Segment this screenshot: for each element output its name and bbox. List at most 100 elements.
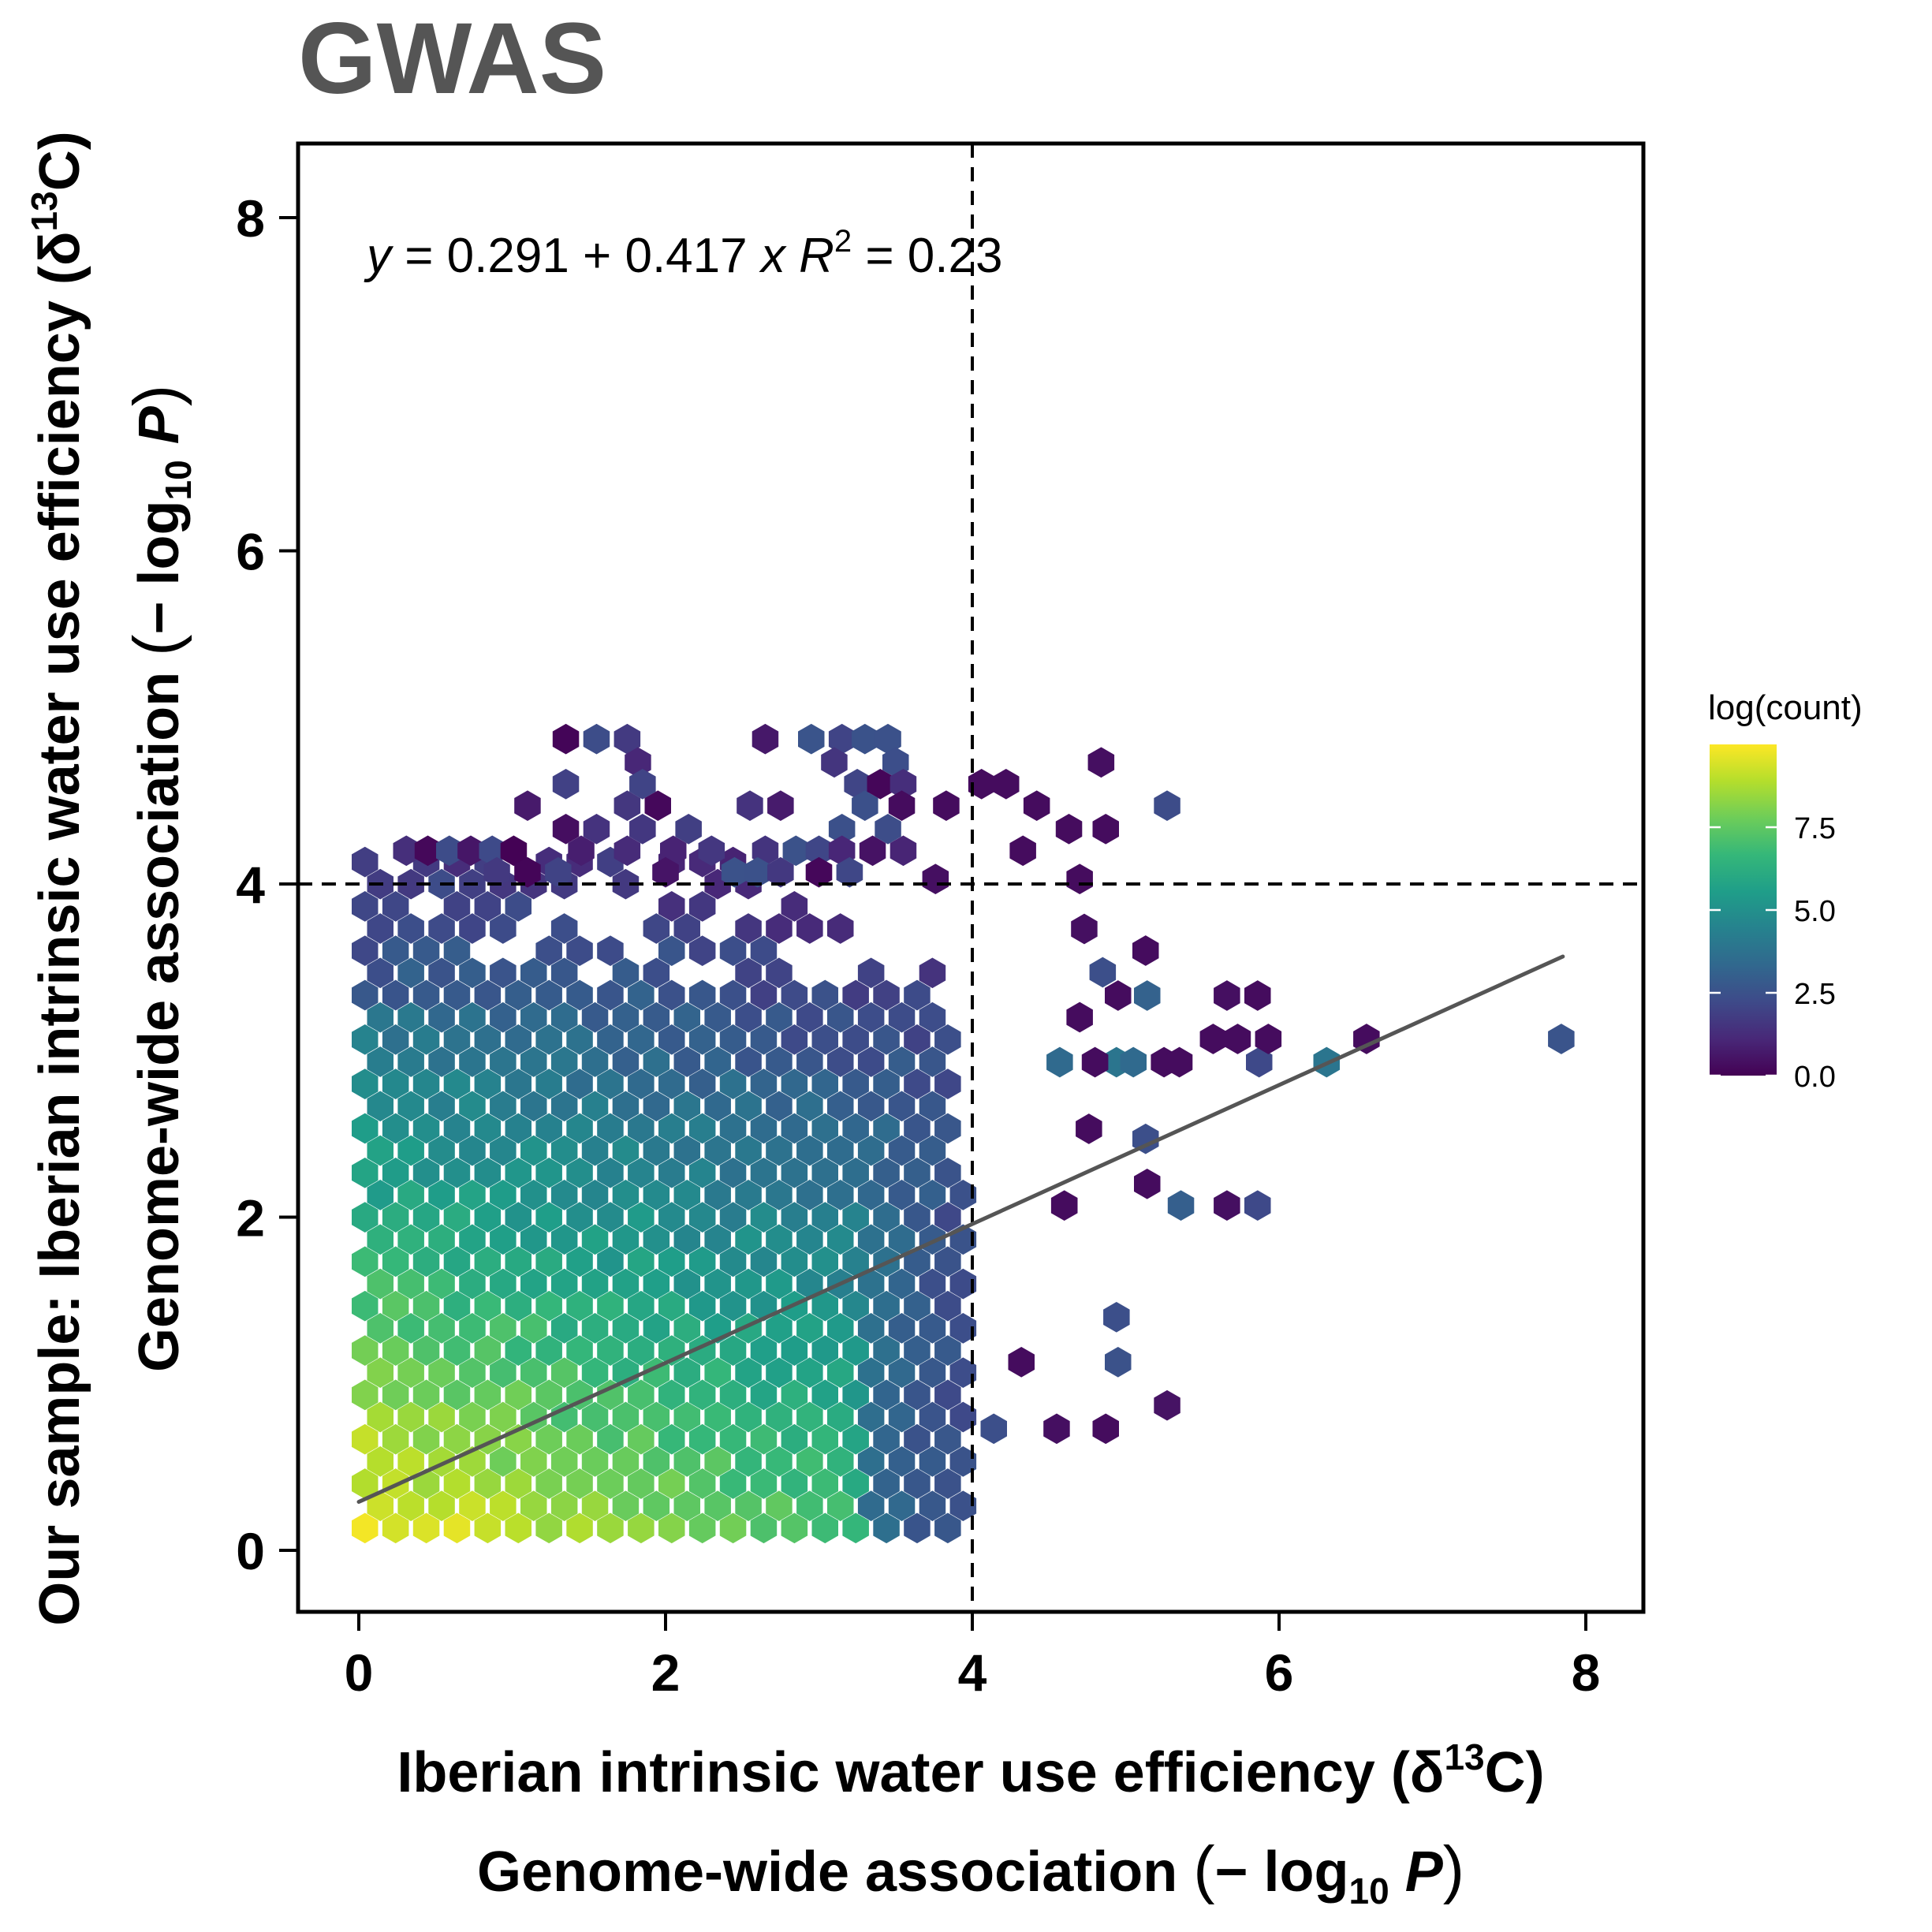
- hex-bin: [505, 1113, 531, 1144]
- hex-bin: [644, 790, 671, 822]
- hex-bin: [873, 1113, 900, 1144]
- hex-bin: [827, 1490, 854, 1522]
- hex-bin: [888, 1091, 916, 1122]
- hex-bin: [583, 723, 610, 755]
- y-tick-label: 8: [236, 189, 265, 248]
- hex-bin: [735, 1446, 762, 1477]
- hex-bin: [781, 979, 808, 1011]
- hex-bin: [904, 1202, 931, 1233]
- hex-bin: [904, 1468, 931, 1499]
- hex-bin: [628, 1202, 655, 1233]
- hex-bin: [719, 1335, 747, 1366]
- hex-bin: [505, 979, 531, 1011]
- hex-bin: [535, 1024, 562, 1055]
- x-axis-label-line2: Genome-wide association (− log10 P): [477, 1833, 1464, 1911]
- hex-bin: [811, 1423, 838, 1455]
- hex-bin: [688, 1113, 716, 1144]
- hex-bin: [857, 957, 885, 989]
- hex-bin: [535, 1468, 562, 1499]
- hex-bin: [459, 1091, 486, 1122]
- hex-bin: [490, 957, 517, 989]
- hex-bin: [673, 1224, 700, 1255]
- hex-bin: [904, 1113, 931, 1144]
- hex-bin-outlier: [933, 790, 960, 822]
- hex-bin: [628, 1246, 655, 1277]
- hex-bin: [811, 1335, 838, 1366]
- hex-bin: [796, 1401, 823, 1433]
- threshold-lines: [298, 144, 1643, 1612]
- hex-bin: [673, 1091, 700, 1122]
- hex-bin: [597, 1512, 624, 1544]
- x-axis-ticks: 0 2 4 6 8: [345, 1612, 1600, 1702]
- hex-bin: [766, 1001, 793, 1033]
- hex-bin: [352, 979, 379, 1011]
- hex-bin: [934, 1512, 961, 1544]
- hex-bin: [490, 1046, 517, 1077]
- hex-bin: [520, 1135, 547, 1166]
- hex-bin: [842, 1335, 869, 1366]
- hex-bin: [781, 1468, 808, 1499]
- hex-bin-outlier: [1214, 1190, 1240, 1221]
- hex-bin: [597, 1379, 624, 1411]
- hex-bin-outlier: [1154, 790, 1180, 822]
- hex-bin: [428, 1180, 455, 1210]
- hex-bin: [735, 913, 762, 944]
- hex-bin: [397, 1268, 424, 1300]
- regression-equation: y = 0.291 + 0.417 x R2 = 0.23: [364, 224, 1002, 283]
- hex-bin: [949, 1180, 977, 1210]
- hex-bin: [428, 1046, 455, 1077]
- x-tick-label: 6: [1265, 1643, 1294, 1702]
- hex-bin: [767, 856, 794, 888]
- hex-bin: [688, 935, 716, 967]
- hex-bin: [781, 1113, 808, 1144]
- hex-bin: [658, 979, 685, 1011]
- hex-bin: [520, 1357, 547, 1389]
- hex-bin: [719, 1246, 747, 1277]
- hex-bin: [397, 1401, 424, 1433]
- hex-bin: [766, 1046, 793, 1077]
- hex-bin: [367, 957, 393, 989]
- hex-bin: [428, 957, 455, 989]
- hex-bin: [428, 1313, 455, 1344]
- hex-bin: [535, 1335, 562, 1366]
- hex-bin: [505, 1069, 531, 1099]
- hex-bin: [735, 1046, 762, 1077]
- hex-bin: [612, 868, 640, 900]
- hex-bin: [397, 1357, 424, 1389]
- regression-line: [356, 954, 1565, 1505]
- hex-bin: [688, 1423, 716, 1455]
- hex-bin: [811, 1157, 838, 1188]
- hex-bin: [412, 1113, 440, 1144]
- y-axis-label-line2: Genome-wide association (− log10 P): [121, 385, 199, 1372]
- hex-bin: [505, 1335, 531, 1366]
- hex-bin: [545, 856, 572, 888]
- hex-bin: [505, 1290, 531, 1322]
- hex-bin: [550, 1268, 578, 1300]
- hex-bin: [873, 1423, 900, 1455]
- hex-bin: [612, 1490, 640, 1522]
- hex-bin: [934, 1069, 961, 1099]
- hex-bin: [852, 723, 878, 755]
- x-tick-label: 4: [958, 1643, 987, 1702]
- hex-bin: [704, 1224, 731, 1255]
- hex-bin: [781, 891, 808, 922]
- hex-bin: [443, 1290, 471, 1322]
- hex-bin: [688, 1069, 716, 1099]
- hex-bin: [382, 891, 409, 922]
- hex-bin: [535, 1379, 562, 1411]
- hex-bin: [934, 1335, 961, 1366]
- hex-bin: [643, 957, 670, 989]
- hex-bin: [643, 1001, 670, 1033]
- hex-bin: [798, 723, 825, 755]
- hex-bin: [750, 1246, 778, 1277]
- hex-bin: [857, 1490, 885, 1522]
- hex-bin: [750, 1379, 778, 1411]
- hex-bin: [735, 1180, 762, 1210]
- hex-bin: [443, 1379, 471, 1411]
- hex-bin: [658, 1379, 685, 1411]
- color-legend: log(count) 0.0 2.5 5.0 7.5: [1708, 688, 1863, 1094]
- hex-bin: [857, 1091, 885, 1122]
- hex-bin: [673, 1401, 700, 1433]
- hex-bin: [857, 1313, 885, 1344]
- hex-bin: [719, 1290, 747, 1322]
